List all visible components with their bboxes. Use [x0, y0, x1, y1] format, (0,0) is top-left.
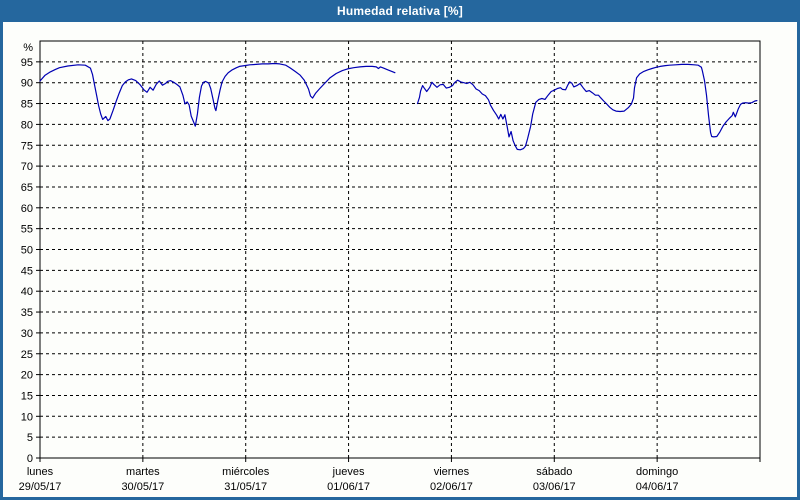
humidity-line-chart: 0 5 10 15 20 25 30 35 40 45 50 55 60 65 70 75 80 85 90 95% l… [19, 40, 761, 493]
y-tick-label: 40 [21, 286, 33, 298]
x-day-date-label: 30/05/17 [121, 481, 164, 493]
y-tick-label: 60 [21, 203, 33, 215]
x-day-name-label: martes [126, 466, 160, 478]
y-tick-label: 55 [21, 224, 33, 236]
y-tick-label: 0 [27, 453, 33, 465]
y-tick-label: 5 [27, 432, 33, 444]
x-day-date-label: 31/05/17 [224, 481, 267, 493]
humidity-series-line [416, 63, 758, 151]
y-tick-label: 90 [21, 78, 33, 90]
x-day-name-label: sábado [536, 466, 572, 478]
y-tick-label: 50 [21, 245, 33, 257]
y-tick-label: 45 [21, 265, 33, 277]
y-tick-label: 25 [21, 349, 33, 361]
x-day-date-label: 02/06/17 [430, 481, 473, 493]
y-tick-label: 35 [21, 307, 33, 319]
x-day-name-label: viernes [434, 466, 470, 478]
x-day-name-label: lunes [27, 466, 54, 478]
y-tick-label: 80 [21, 119, 33, 131]
y-tick-label: 15 [21, 390, 33, 402]
y-tick-label: 20 [21, 370, 33, 382]
humidity-series-line [39, 62, 396, 127]
y-tick-label: 30 [21, 328, 33, 340]
x-day-name-label: jueves [332, 466, 365, 478]
x-day-name-label: miércoles [222, 466, 270, 478]
x-day-date-label: 29/05/17 [19, 481, 62, 493]
y-tick-label: 65 [21, 182, 33, 194]
y-tick-label: 10 [21, 411, 33, 423]
x-day-name-label: domingo [636, 466, 678, 478]
x-day-date-label: 04/06/17 [636, 481, 679, 493]
chart-title: Humedad relativa [%] [336, 4, 464, 18]
y-axis-unit-label: % [23, 42, 33, 54]
y-tick-label: 70 [21, 161, 33, 173]
title-bar: Humedad relativa [%] [0, 0, 800, 22]
chart-area: 0 5 10 15 20 25 30 35 40 45 50 55 60 65 70 75 80 85 90 95% l… [3, 22, 797, 497]
y-tick-label: 75 [21, 140, 33, 152]
x-day-date-label: 03/06/17 [533, 481, 576, 493]
y-tick-label: 95 [21, 57, 33, 69]
y-tick-label: 85 [21, 99, 33, 111]
x-day-date-label: 01/06/17 [327, 481, 370, 493]
plot-border [39, 40, 761, 459]
